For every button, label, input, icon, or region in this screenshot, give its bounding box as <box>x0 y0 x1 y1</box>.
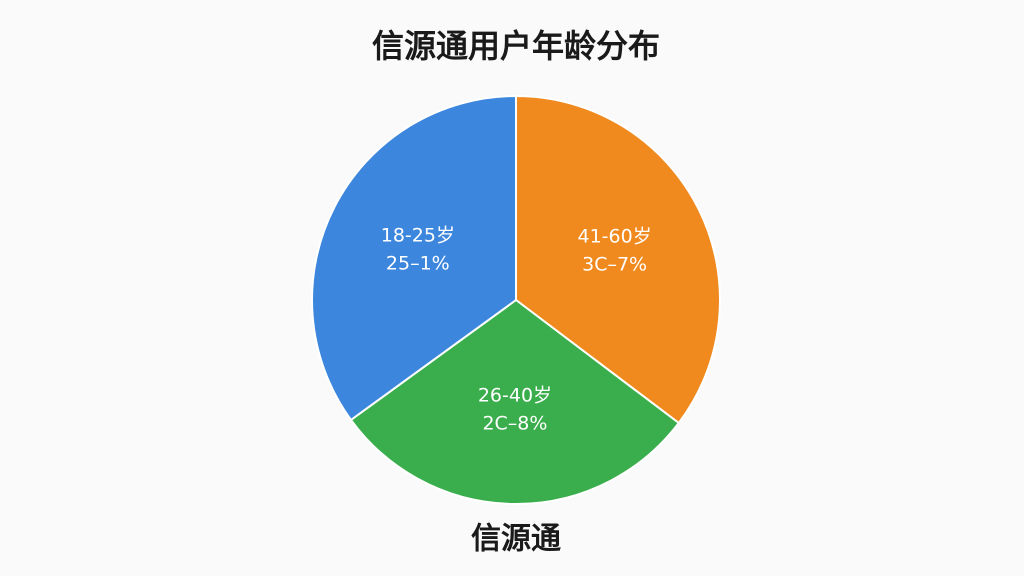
pie-slice <box>349 298 681 505</box>
pie-slice <box>311 94 517 422</box>
chart-title: 信源通用户年龄分布 <box>372 27 660 65</box>
slice-value-label: 3C–7% <box>582 253 647 275</box>
slice-label: 26-40岁 <box>478 385 552 407</box>
slice-value-label: 25–1% <box>386 252 450 274</box>
chart-subtitle: 信源通 <box>471 522 561 557</box>
slice-label: 18-25岁 <box>381 224 455 246</box>
pie-slice <box>515 94 721 425</box>
slice-value-label: 2C–8% <box>482 413 547 435</box>
slice-label: 41-60岁 <box>578 225 652 247</box>
